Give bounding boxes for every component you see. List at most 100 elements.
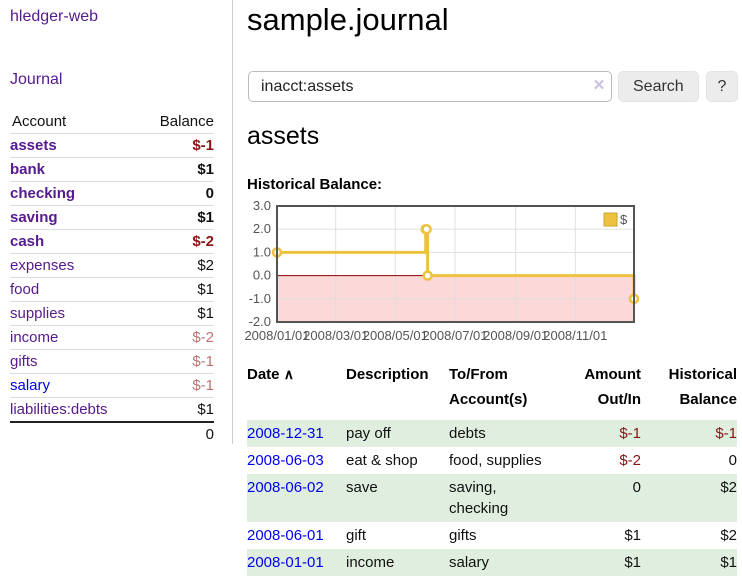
transaction-date-link[interactable]: 2008-06-01 — [247, 527, 324, 544]
clear-search-icon[interactable]: ✕ — [592, 77, 606, 94]
accounts-table: Account Balance assets $-1 bank $1 checking 0… — [10, 110, 214, 446]
chart-label: Historical Balance: — [247, 176, 383, 193]
svg-text:2008/11/01: 2008/11/01 — [543, 328, 607, 343]
transactions-header-accounts: To/From Account(s) — [449, 366, 528, 408]
account-balance: $1 — [141, 397, 214, 423]
account-balance: $-1 — [141, 133, 214, 158]
transaction-amount: $-2 — [619, 452, 641, 469]
svg-text:$: $ — [620, 212, 628, 227]
transaction-date-link[interactable]: 2008-12-31 — [247, 425, 324, 442]
transaction-date-link[interactable]: 2008-06-03 — [247, 452, 324, 469]
account-balance: 0 — [141, 181, 214, 206]
transaction-accounts: debts — [449, 425, 486, 442]
historical-balance-chart: 3.0 2.0 1.0 0.0 -1.0 -2.0 2008/01/01 2008/03/01… — [240, 198, 742, 350]
svg-text:2008/03/01: 2008/03/01 — [303, 328, 368, 343]
account-link[interactable]: gifts — [10, 353, 38, 370]
sidebar-nav: Journal — [10, 71, 232, 89]
account-row: assets $-1 — [10, 133, 214, 158]
transaction-accounts: salary — [449, 554, 490, 571]
transaction-amount: $1 — [624, 527, 641, 544]
account-row: supplies $1 — [10, 301, 214, 326]
account-row: gifts $-1 — [10, 349, 214, 374]
transaction-description: eat & shop — [346, 452, 418, 469]
app-title: hledger-web — [10, 8, 232, 26]
account-balance: $-2 — [141, 229, 214, 254]
transaction-row: 2008-12-31 pay off debts $-1 $-1 — [247, 420, 737, 447]
account-balance: $1 — [141, 277, 214, 302]
total-balance: 0 — [10, 421, 214, 446]
accounts-total-row: 0 — [10, 421, 214, 446]
accounts-header-account: Account — [10, 110, 142, 134]
account-balance: $1 — [141, 301, 214, 326]
account-link[interactable]: liabilities:debts — [10, 401, 108, 418]
page-title: sample.journal — [247, 2, 449, 37]
search-button[interactable]: Search — [618, 71, 699, 102]
app-title-link[interactable]: hledger-web — [10, 8, 99, 25]
search-input[interactable] — [248, 71, 612, 102]
account-row: salary $-1 — [10, 373, 214, 398]
svg-text:2008/01/01: 2008/01/01 — [244, 328, 309, 343]
account-link[interactable]: expenses — [10, 257, 75, 274]
svg-text:1.0: 1.0 — [253, 244, 271, 259]
transaction-row: 2008-06-02 save saving, checking 0 $2 — [247, 474, 737, 522]
transaction-accounts: gifts — [449, 527, 477, 544]
transaction-row: 2008-06-01 gift gifts $1 $2 — [247, 522, 737, 549]
svg-text:2008/07/01: 2008/07/01 — [422, 328, 487, 343]
transaction-description: gift — [346, 527, 367, 544]
transaction-row: 2008-06-03 eat & shop food, supplies $-2 0 — [247, 447, 737, 474]
svg-text:3.0: 3.0 — [253, 200, 271, 213]
accounts-table-header: Account Balance — [10, 110, 214, 134]
account-row: expenses $2 — [10, 253, 214, 278]
account-row: income $-2 — [10, 325, 214, 350]
sidebar: hledger-web Journal Account Balance asse… — [0, 0, 233, 446]
svg-text:0.0: 0.0 — [253, 268, 271, 283]
account-link[interactable]: bank — [10, 161, 46, 178]
transaction-amount: $-1 — [619, 425, 641, 442]
account-link[interactable]: food — [10, 281, 40, 298]
transaction-description: pay off — [346, 425, 391, 442]
svg-text:-2.0: -2.0 — [249, 314, 271, 329]
account-link[interactable]: assets — [10, 137, 57, 154]
svg-text:2.0: 2.0 — [253, 221, 271, 236]
transaction-balance: $1 — [720, 554, 737, 571]
account-balance: $1 — [141, 157, 214, 182]
account-balance: $-2 — [141, 325, 214, 350]
account-link[interactable]: checking — [10, 185, 76, 202]
svg-text:2008/09/01: 2008/09/01 — [483, 328, 548, 343]
transaction-amount: $1 — [624, 554, 641, 571]
account-link[interactable]: saving — [10, 209, 58, 226]
transaction-balance: 0 — [728, 452, 737, 469]
account-link[interactable]: supplies — [10, 305, 66, 322]
account-balance: $1 — [141, 205, 214, 230]
sort-ascending-icon: ∧ — [283, 366, 294, 382]
account-link[interactable]: cash — [10, 233, 45, 250]
transactions-header-amount: Amount Out/In — [584, 366, 641, 408]
account-row: liabilities:debts $1 — [10, 397, 214, 423]
help-button[interactable]: ? — [706, 71, 738, 102]
transaction-description: save — [346, 479, 378, 496]
account-balance: $2 — [141, 253, 214, 278]
account-link[interactable]: salary — [10, 377, 51, 394]
sidebar-item-journal[interactable]: Journal — [10, 71, 63, 88]
transaction-balance: $-1 — [715, 425, 737, 442]
transactions-table: Date ∧ Description To/From Account(s) Am… — [247, 360, 737, 576]
transaction-date-link[interactable]: 2008-06-02 — [247, 479, 324, 496]
account-balance: $-1 — [141, 349, 214, 374]
account-row: saving $1 — [10, 205, 214, 230]
svg-text:-1.0: -1.0 — [249, 291, 271, 306]
account-row: food $1 — [10, 277, 214, 302]
transactions-header-description: Description — [346, 366, 429, 383]
transaction-row: 2008-01-01 income salary $1 $1 — [247, 549, 737, 576]
account-heading: assets — [247, 122, 320, 150]
svg-text:2008/05/01: 2008/05/01 — [363, 328, 428, 343]
account-balance: $-1 — [141, 373, 214, 398]
transaction-accounts: saving, checking — [449, 479, 509, 517]
transaction-date-link[interactable]: 2008-01-01 — [247, 554, 324, 571]
transaction-accounts: food, supplies — [449, 452, 542, 469]
transactions-header-row: Date ∧ Description To/From Account(s) Am… — [247, 360, 737, 420]
transactions-header-balance: Historical Balance — [668, 366, 737, 408]
account-link[interactable]: income — [10, 329, 59, 346]
transaction-balance: $2 — [720, 479, 737, 496]
account-row: checking 0 — [10, 181, 214, 206]
transactions-header-date[interactable]: Date ∧ — [247, 366, 294, 383]
